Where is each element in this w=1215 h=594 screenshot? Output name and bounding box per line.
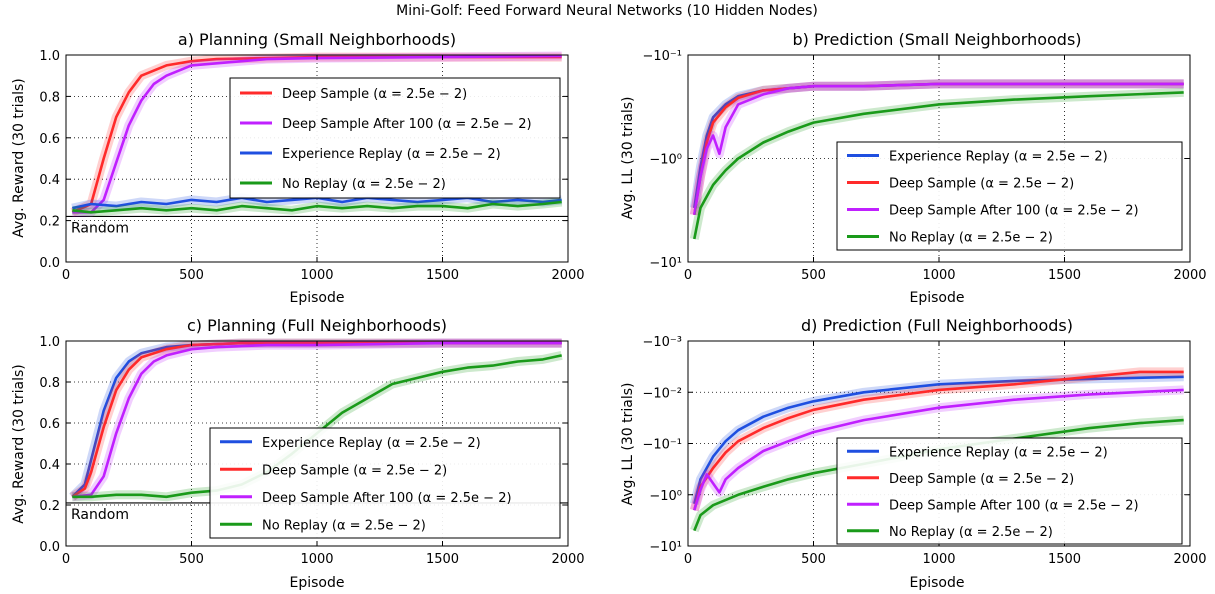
y-tick-label: 0.4 [39,458,60,473]
x-tick-label: 2000 [1173,552,1206,567]
x-tick-label: 1500 [1048,268,1081,283]
panel-title: a) Planning (Small Neighborhoods) [178,30,456,49]
legend-entry: Deep Sample After 100 (α = 2.5e − 2) [889,498,1139,513]
series-lines [689,367,1185,533]
series-line [693,388,1184,511]
legend-entry: Experience Replay (α = 2.5e − 2) [262,436,481,451]
legend-entry: Deep Sample (α = 2.5e − 2) [889,177,1074,192]
x-tick-label: 500 [801,268,826,283]
series-lines [689,79,1184,240]
series-line [72,341,562,499]
legend-entry: Experience Replay (α = 2.5e − 2) [889,445,1108,460]
legend: Experience Replay (α = 2.5e − 2) Deep Sam… [836,141,1183,251]
x-tick-label: 0 [62,268,70,283]
legend-entry: No Replay (α = 2.5e − 2) [889,525,1053,540]
legend-entry: No Replay (α = 2.5e − 2) [889,231,1053,246]
series-line [693,370,1184,511]
y-tick-label: 0.2 [39,499,60,514]
legend-entry: Deep Sample After 100 (α = 2.5e − 2) [262,491,512,506]
x-tick-label: 2000 [551,552,584,567]
x-tick-label: 0 [62,552,70,567]
legend: Deep Sample (α = 2.5e − 2) Deep Sample Af… [229,77,561,199]
panel-title: c) Planning (Full Neighborhoods) [187,316,447,335]
panel-title: d) Prediction (Full Neighborhoods) [801,316,1073,335]
x-axis-label: Episode [910,290,965,306]
y-tick-label: −10⁰ [649,153,682,168]
x-tick-label: 1000 [922,552,955,567]
y-tick-label: −10¹ [649,540,682,555]
legend: Experience Replay (α = 2.5e − 2) Deep Sam… [836,437,1183,545]
panel-d: d) Prediction (Full Neighborhoods) Episo… [620,316,1207,591]
legend-entry: No Replay (α = 2.5e − 2) [262,518,426,533]
legend-entry: No Replay (α = 2.5e − 2) [282,177,446,192]
series-line [72,200,562,214]
series-line [693,418,1184,532]
series-line [693,375,1184,505]
x-tick-label: 1500 [426,268,459,283]
y-tick-label: −10⁻² [642,386,682,401]
panel-title: b) Prediction (Small Neighborhoods) [792,30,1081,49]
x-tick-label: 0 [684,268,692,283]
x-tick-label: 2000 [551,268,584,283]
panel-b: b) Prediction (Small Neighborhoods) Epis… [620,30,1207,306]
legend-entry: Experience Replay (α = 2.5e − 2) [282,147,501,162]
y-tick-label: 0.6 [39,417,60,432]
panel-a: a) Planning (Small Neighborhoods) Episod… [11,30,585,306]
x-tick-label: 1000 [300,552,333,567]
x-tick-label: 1000 [300,268,333,283]
y-tick-label: 0.4 [39,173,60,188]
legend-entry: Deep Sample After 100 (α = 2.5e − 2) [282,117,532,132]
x-tick-label: 500 [179,268,204,283]
x-tick-label: 1000 [922,268,955,283]
series-line [693,91,1184,240]
legend: Experience Replay (α = 2.5e − 2) Deep Sam… [209,427,561,539]
legend-box [836,437,1183,545]
y-tick-label: 0.6 [39,132,60,147]
y-tick-label: 0.2 [39,215,60,230]
x-axis-label: Episode [290,290,345,306]
y-tick-label: 0.8 [39,90,60,105]
legend-entry: Deep Sample After 100 (α = 2.5e − 2) [889,204,1139,219]
legend-entry: Deep Sample (α = 2.5e − 2) [262,463,447,478]
figure-suptitle: Mini-Golf: Feed Forward Neural Networks … [396,3,818,19]
legend-entry: Deep Sample (α = 2.5e − 2) [282,87,467,102]
x-tick-label: 0 [684,552,692,567]
random-label: Random [71,507,129,523]
y-tick-label: 0.0 [39,540,60,555]
x-tick-label: 1500 [426,552,459,567]
x-axis-label: Episode [910,575,965,591]
y-axis-label: Avg. Reward (30 trials) [11,78,27,238]
legend-box [209,427,561,539]
y-tick-label: −10¹ [649,256,682,271]
legend-box [836,141,1183,251]
y-tick-label: 0.0 [39,256,60,271]
y-tick-label: 1.0 [39,49,60,64]
y-axis-label: Avg. Reward (30 trials) [11,364,27,524]
random-label: Random [71,220,129,236]
series-line [72,54,562,214]
y-tick-label: 1.0 [39,335,60,350]
panel-c: c) Planning (Full Neighborhoods) Episode… [11,316,585,591]
x-tick-label: 1500 [1048,552,1081,567]
series-lines [70,51,563,217]
legend-box [229,77,561,199]
y-tick-label: 0.8 [39,376,60,391]
grid [66,55,568,262]
y-tick-label: −10⁰ [649,489,682,504]
y-axis-label: Avg. LL (30 trials) [620,383,636,506]
x-tick-label: 2000 [1173,268,1206,283]
x-tick-label: 500 [179,552,204,567]
x-tick-label: 500 [801,552,826,567]
y-tick-label: −10⁻¹ [642,49,682,64]
x-axis-label: Episode [290,575,345,591]
y-tick-label: −10⁻¹ [642,438,682,453]
legend-entry: Deep Sample (α = 2.5e − 2) [889,472,1074,487]
y-tick-label: −10⁻³ [642,335,682,350]
series-line [693,82,1184,216]
legend-entry: Experience Replay (α = 2.5e − 2) [889,150,1108,165]
y-axis-label: Avg. LL (30 trials) [620,97,636,220]
